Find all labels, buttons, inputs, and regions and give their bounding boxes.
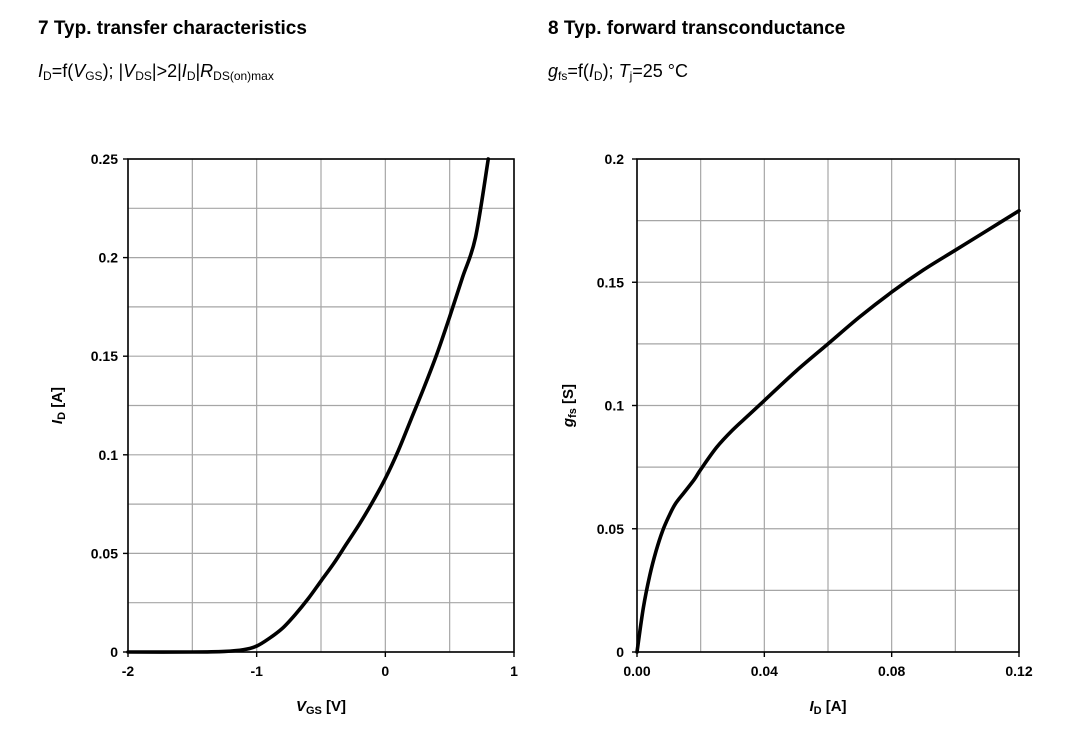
x-tick-label-3: 0.12 [1005,663,1032,679]
x-axis-label: ID [A] [809,698,846,717]
y-tick-label-5: 0.25 [91,151,118,167]
x-tick-label-2: 0 [381,663,389,679]
chart2-title: 8 Typ. forward transconductance [548,18,846,39]
chart1-subtitle: ID=f(VGS); |VDS|>2|ID|RDS(on)max [38,61,274,83]
x-tick-label-1: 0.04 [751,663,778,679]
series-line-0 [126,157,491,654]
chart2-subtitle: gfs=f(ID); Tj=25 °C [548,61,688,83]
plot-frame [127,158,515,653]
y-axis-label: ID [A] [49,387,68,424]
y-tick-label-3: 0.15 [597,274,624,290]
y-tick-label-2: 0.1 [99,447,119,463]
x-tick-label-3: 1 [510,663,518,679]
x-tick-label-0: 0.00 [623,663,650,679]
series-line-0 [635,208,1021,654]
y-tick-label-3: 0.15 [91,348,118,364]
y-tick-label-1: 0.05 [91,545,118,561]
x-tick-label-1: -1 [250,663,263,679]
chart1-title: 7 Typ. transfer characteristics [38,18,307,39]
y-tick-label-2: 0.1 [605,398,625,414]
forward-transconductance-chart: 0.00 0.04 0.08 0.12 0 0.05 0.1 0.15 0.2 ID [A] gfs… [560,151,1033,717]
y-tick-label-1: 0.05 [597,521,624,537]
transfer-characteristics-chart: -2 -1 0 1 0 0.05 0.1 0.15 0.2 0.25 VGS [V] ID [A] [49,151,518,717]
x-tick-label-2: 0.08 [878,663,905,679]
x-axis-label: VGS [V] [296,698,346,717]
y-tick-label-4: 0.2 [99,250,119,266]
y-tick-label-4: 0.2 [605,151,625,167]
y-tick-label-0: 0 [616,644,624,660]
x-tick-label-0: -2 [122,663,135,679]
y-axis-label: gfs [S] [560,384,579,428]
y-tick-label-0: 0 [110,644,118,660]
